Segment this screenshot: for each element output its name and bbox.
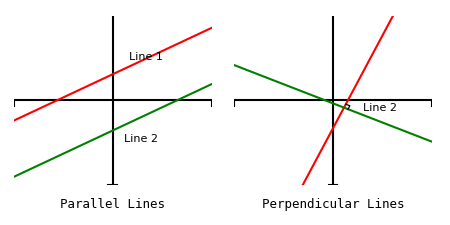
Text: Line 1: Line 1 <box>129 52 163 62</box>
Text: Line 2: Line 2 <box>123 134 158 144</box>
Text: Parallel Lines: Parallel Lines <box>60 198 165 211</box>
Text: Line 2: Line 2 <box>363 103 397 113</box>
Text: Perpendicular Lines: Perpendicular Lines <box>262 198 404 211</box>
